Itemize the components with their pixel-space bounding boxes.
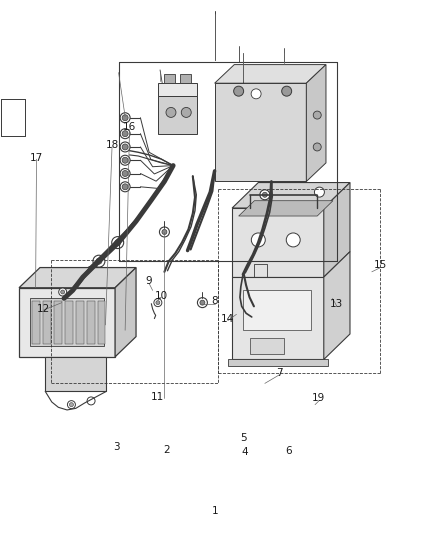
Circle shape <box>86 266 99 278</box>
Polygon shape <box>65 301 73 344</box>
Circle shape <box>59 288 67 296</box>
Polygon shape <box>232 208 324 277</box>
Text: 18: 18 <box>106 140 119 150</box>
Bar <box>1 99 25 136</box>
Circle shape <box>282 86 292 96</box>
Circle shape <box>313 143 321 151</box>
Circle shape <box>55 296 65 306</box>
Circle shape <box>120 113 130 123</box>
Text: 19: 19 <box>312 393 325 403</box>
Circle shape <box>200 300 205 305</box>
Text: 1: 1 <box>211 506 218 516</box>
Text: 13: 13 <box>330 298 343 309</box>
Circle shape <box>96 258 102 264</box>
Text: 9: 9 <box>146 277 152 286</box>
Circle shape <box>89 269 95 275</box>
Circle shape <box>251 89 261 99</box>
Polygon shape <box>30 298 104 346</box>
Polygon shape <box>243 290 311 330</box>
Bar <box>1 99 25 136</box>
Circle shape <box>260 190 270 200</box>
Polygon shape <box>76 301 84 344</box>
Circle shape <box>286 233 300 247</box>
Text: 10: 10 <box>155 290 168 301</box>
Polygon shape <box>54 301 62 344</box>
Polygon shape <box>324 252 350 359</box>
Text: 4: 4 <box>242 448 248 457</box>
Bar <box>1 99 25 136</box>
Circle shape <box>61 290 65 294</box>
Text: 2: 2 <box>163 445 170 455</box>
Circle shape <box>154 298 162 306</box>
Polygon shape <box>164 74 175 83</box>
Circle shape <box>120 182 130 192</box>
Polygon shape <box>43 301 51 344</box>
Polygon shape <box>87 301 95 344</box>
Circle shape <box>120 168 130 179</box>
Circle shape <box>122 144 128 150</box>
Polygon shape <box>158 83 197 96</box>
Polygon shape <box>306 64 326 182</box>
Text: 5: 5 <box>240 433 246 442</box>
Circle shape <box>262 192 267 197</box>
Circle shape <box>233 86 244 96</box>
Circle shape <box>67 401 75 409</box>
Circle shape <box>314 187 325 197</box>
Circle shape <box>61 297 75 311</box>
Circle shape <box>122 171 128 176</box>
Circle shape <box>313 111 321 119</box>
Polygon shape <box>215 64 326 83</box>
Polygon shape <box>250 338 285 354</box>
Text: 14: 14 <box>221 313 234 324</box>
Polygon shape <box>228 359 328 366</box>
Polygon shape <box>324 183 350 277</box>
Circle shape <box>251 233 265 247</box>
Polygon shape <box>180 74 191 83</box>
Circle shape <box>120 128 130 139</box>
Text: 12: 12 <box>37 304 50 314</box>
Circle shape <box>122 115 128 120</box>
Circle shape <box>122 184 128 190</box>
Circle shape <box>93 255 105 267</box>
Circle shape <box>181 108 191 117</box>
Circle shape <box>87 397 95 405</box>
Polygon shape <box>45 357 106 391</box>
Circle shape <box>159 227 170 237</box>
Text: 16: 16 <box>123 122 136 132</box>
Polygon shape <box>158 96 197 134</box>
Circle shape <box>120 155 130 165</box>
Polygon shape <box>239 201 333 216</box>
Text: 3: 3 <box>113 442 120 452</box>
Text: 15: 15 <box>374 261 387 270</box>
Polygon shape <box>215 83 306 182</box>
Polygon shape <box>98 301 106 344</box>
Text: 6: 6 <box>286 447 292 456</box>
Circle shape <box>112 237 124 248</box>
Circle shape <box>162 230 167 235</box>
Text: 17: 17 <box>30 152 43 163</box>
Circle shape <box>120 142 130 152</box>
Circle shape <box>198 297 207 308</box>
Text: 8: 8 <box>211 296 218 306</box>
Circle shape <box>115 240 121 246</box>
Circle shape <box>122 157 128 163</box>
Polygon shape <box>19 268 136 288</box>
Text: 7: 7 <box>276 368 283 378</box>
Polygon shape <box>232 277 324 359</box>
Polygon shape <box>32 301 40 344</box>
Polygon shape <box>232 183 350 208</box>
Circle shape <box>122 131 128 136</box>
Circle shape <box>156 301 160 305</box>
Polygon shape <box>115 268 136 357</box>
Polygon shape <box>19 288 115 357</box>
Text: 11: 11 <box>150 392 164 402</box>
Circle shape <box>60 292 70 302</box>
Circle shape <box>64 300 72 308</box>
Circle shape <box>70 402 74 407</box>
Circle shape <box>166 108 176 117</box>
